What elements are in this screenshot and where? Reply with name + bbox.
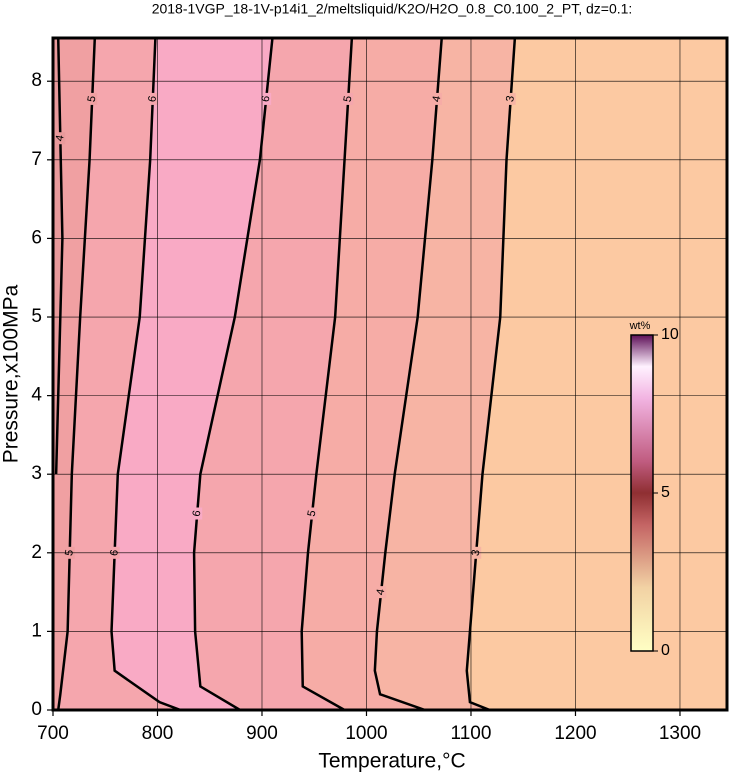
colorbar-label: wt% [629,320,651,332]
contour-label: 6 [146,95,159,103]
contour-label: 4 [375,588,388,596]
contour-label-bg [376,586,387,599]
y-tick-label: 1 [31,620,42,641]
y-tick-label: 5 [31,306,42,327]
contour-label: 5 [86,95,99,103]
chart-title: 2018-1VGP_18-1V-p14i1_2/meltsliquid/K2O/… [152,1,633,17]
contour-label: 5 [306,509,319,517]
contour-label-bg [261,92,272,105]
y-axis-title: Pressure,x100MPa [0,284,23,463]
x-tick-label: 700 [37,723,69,744]
contour-fill [53,38,95,710]
y-tick-label: 7 [31,149,42,170]
plot-frame [51,36,729,712]
contour-label-bg [307,507,318,520]
x-tick-label: 1100 [451,723,492,744]
contour-label: 6 [260,95,273,103]
contour-label-bg [192,507,203,520]
y-tick-label: 4 [31,385,42,406]
colorbar-tick-label: 5 [661,484,670,501]
x-tick-label: 1000 [345,723,387,744]
y-tick-label: 0 [31,699,42,720]
contour-label: 4 [54,134,67,142]
y-tick-label: 3 [31,463,42,484]
y-tick-label: 6 [31,227,42,248]
colorbar-tick-label: 10 [661,326,679,343]
contour-label-bg [87,92,98,105]
contour-label: 5 [342,95,355,103]
contour-label-bg [505,92,516,105]
y-tick-label: 8 [31,70,42,91]
contour-label: 6 [191,509,204,517]
y-tick-label: 2 [31,542,42,563]
x-axis-title: Temperature,°C [318,750,465,773]
contour-label-bg [432,92,443,105]
contour-label-bg [147,92,158,105]
colorbar [630,334,654,652]
contour-label: 4 [430,95,443,103]
x-tick-label: 800 [142,723,174,744]
contour-label-bg [343,92,354,105]
x-tick-label: 1200 [554,723,596,744]
contour-label-bg [55,132,66,145]
contour-label: 3 [504,95,517,103]
colorbar-tick-label: 0 [661,642,670,659]
x-tick-label: 900 [246,723,278,744]
x-tick-label: 1300 [659,723,701,744]
